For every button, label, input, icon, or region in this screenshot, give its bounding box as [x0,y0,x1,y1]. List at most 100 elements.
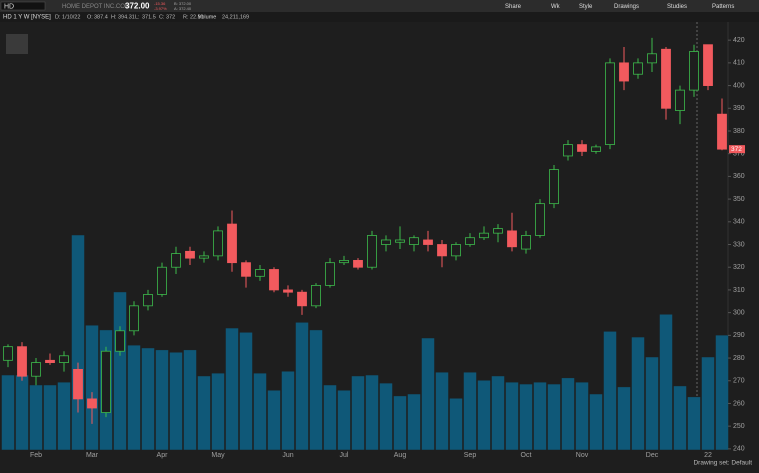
y-tick-label: 420 [733,37,745,44]
symbol-box[interactable] [0,1,46,11]
candle-body [101,350,111,413]
y-tick-label: 280 [733,355,745,362]
toolbar-button-label[interactable]: Studies [667,4,687,10]
volume-bar [505,381,519,451]
candle-body [465,237,475,245]
change: -15.36 [154,1,166,6]
info-label: H: [111,14,117,20]
y-tick-label: 270 [733,378,745,385]
info-label: R: [183,14,189,20]
volume-bar [645,356,659,451]
candle-body [311,284,321,307]
y-tick-label: 290 [733,332,745,339]
volume-bar [393,395,407,451]
status: Drawing set: Default [693,460,752,467]
volume-bar [477,379,491,451]
candle-body [227,223,237,264]
info-label: L: [135,14,140,20]
candle-body [633,62,643,75]
candle-body [647,53,657,64]
volume-bar [127,344,141,451]
info-volume-label: Volume [198,14,216,20]
y-tick-label: 310 [733,287,745,294]
candle-body [45,359,55,363]
x-tick-label: Feb [30,452,42,459]
y-tick-label: 400 [733,82,745,89]
y-tick-label: 340 [733,219,745,226]
candle-body [381,239,391,245]
volume-bar [15,374,29,451]
price-tag [729,145,745,154]
x-tick-label: Mar [86,452,99,459]
volume-bar [141,347,155,451]
x-tick-label: Jul [340,452,349,459]
candle-body [339,260,349,264]
volume-bar [295,322,309,451]
volume-bar [463,371,477,451]
volume-bar [491,375,505,451]
volume-bar [365,374,379,451]
volume-bar [715,334,729,451]
price-tag-label: 372 [731,146,742,153]
info-value: 394.31 [118,14,135,20]
candle-body [297,291,307,307]
volume-bar [309,329,323,451]
toolbar-button-label[interactable]: Share [505,4,522,10]
volume-bar [57,381,71,451]
toolbar-button-label[interactable]: Drawings [614,4,639,10]
candle-body [395,239,405,243]
logo [6,34,28,54]
volume-bar [379,382,393,451]
candle-body [143,294,153,307]
candle-body [535,203,545,236]
candle-body [185,250,195,259]
candle-body [661,48,671,109]
volume-bar [575,381,589,451]
volume-bar [239,332,253,451]
candle-body [353,260,363,268]
y-tick-label: 360 [733,173,745,180]
volume-bar [533,381,547,451]
volume-bar [211,372,225,451]
candle-body [115,330,125,352]
candle-body [605,62,615,146]
info-label: O: [87,14,93,20]
candle-body [423,239,433,245]
info-value: 371.5 [142,14,156,20]
y-tick-label: 240 [733,446,745,453]
candle-body [493,228,503,234]
y-tick-label: 320 [733,264,745,271]
y-tick-label: 390 [733,105,745,112]
info-value: 372 [166,14,175,20]
info-bar [0,12,759,22]
candle-body [507,230,517,248]
volume-bar [603,331,617,451]
chart-title: HD 1 Y W [NYSE] [3,15,51,21]
candle-body [577,144,587,152]
y-tick-label: 410 [733,60,745,67]
x-tick-label: Nov [576,452,589,459]
y-tick-label: 330 [733,241,745,248]
candle-body [451,244,461,257]
x-tick-label: Sep [464,452,477,459]
toolbar-button-label[interactable]: Style [579,4,593,10]
candle-body [437,244,447,257]
candle-body [283,289,293,293]
info-label: C: [159,14,165,20]
candle-body [549,169,559,205]
info-volume: 24,211,169 [222,14,249,20]
price: 372.00 [125,2,150,11]
volume-bar [43,384,57,451]
volume-bar [631,336,645,451]
candle-body [157,266,167,295]
candle-body [171,253,181,268]
info-value: 387.4 [94,14,108,20]
company: HOME DEPOT INC.COM [62,4,130,10]
candle-body [717,113,727,150]
x-tick-label: Apr [157,452,169,459]
candle-body [325,262,335,286]
toolbar-button-label[interactable]: Wk [551,4,561,10]
toolbar-button-label[interactable]: Patterns [712,4,734,10]
candle-body [59,355,69,363]
